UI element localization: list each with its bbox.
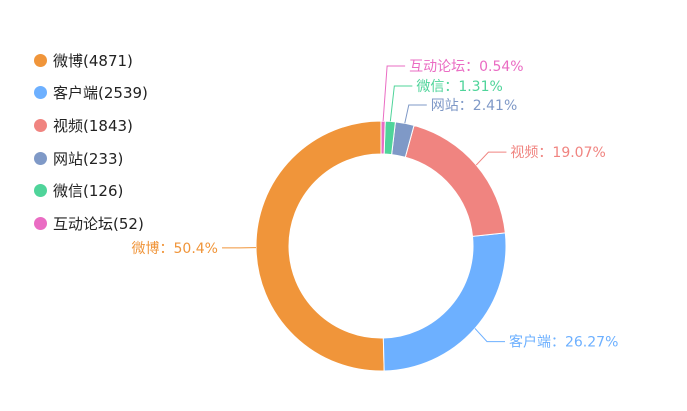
legend: 微博(4871) 客户端(2539) 视频(1843) 网站(233) 微信(1… bbox=[34, 44, 148, 240]
slice-label-wechat: 微信：1.31% bbox=[416, 79, 502, 95]
leader-line-client bbox=[474, 328, 505, 343]
slice-label-website: 网站：2.41% bbox=[431, 98, 517, 114]
legend-label-weibo: 微博(4871) bbox=[53, 51, 133, 70]
legend-label-client: 客户端(2539) bbox=[53, 84, 148, 103]
legend-dot-forum bbox=[34, 216, 47, 230]
legend-item-wechat[interactable]: 微信(126) bbox=[34, 174, 148, 207]
legend-dot-website bbox=[34, 151, 47, 165]
legend-dot-video bbox=[34, 118, 47, 132]
slice-label-weibo: 微博：50.4% bbox=[132, 240, 218, 257]
slice-label-client: 客户端：26.27% bbox=[509, 334, 618, 351]
slice-forum[interactable] bbox=[380, 120, 386, 155]
leader-line-forum bbox=[382, 65, 406, 122]
legend-dot-client bbox=[34, 86, 47, 100]
slice-client[interactable] bbox=[382, 232, 507, 372]
legend-item-forum[interactable]: 互动论坛(52) bbox=[34, 207, 148, 240]
legend-item-client[interactable]: 客户端(2539) bbox=[34, 77, 148, 110]
legend-label-forum: 互动论坛(52) bbox=[53, 214, 144, 233]
leader-line-wechat bbox=[389, 85, 413, 122]
legend-label-website: 网站(233) bbox=[53, 149, 124, 168]
slice-label-forum: 互动论坛：0.54% bbox=[409, 59, 523, 75]
legend-dot-wechat bbox=[34, 184, 47, 198]
slice-weibo[interactable] bbox=[255, 120, 385, 372]
legend-dot-weibo bbox=[34, 53, 47, 67]
leader-line-website bbox=[404, 104, 427, 124]
slice-label-video: 视频：19.07% bbox=[510, 145, 605, 161]
legend-item-website[interactable]: 网站(233) bbox=[34, 142, 148, 175]
slice-video[interactable] bbox=[404, 124, 506, 237]
legend-label-video: 视频(1843) bbox=[53, 116, 133, 135]
legend-item-weibo[interactable]: 微博(4871) bbox=[34, 44, 148, 77]
legend-item-video[interactable]: 视频(1843) bbox=[34, 109, 148, 142]
legend-label-wechat: 微信(126) bbox=[53, 182, 124, 201]
leader-line-video bbox=[475, 151, 507, 166]
